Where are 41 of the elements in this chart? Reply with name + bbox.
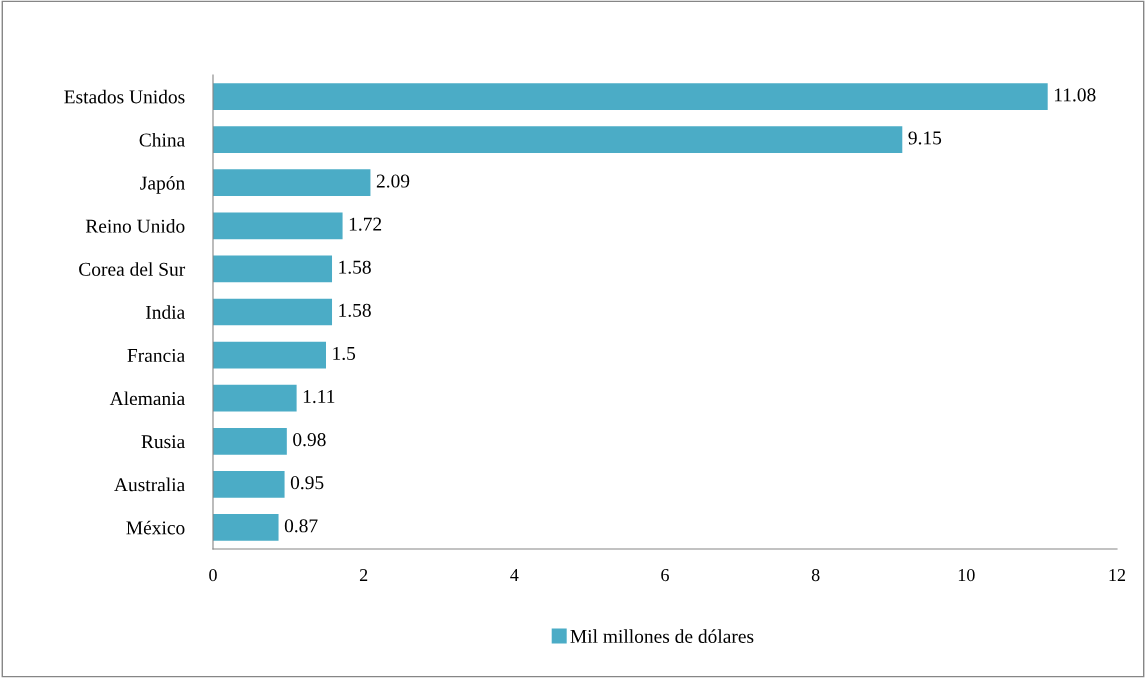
bar xyxy=(213,341,326,369)
y-tick-label: Japón xyxy=(140,175,185,194)
x-tick-label: 12 xyxy=(1109,569,1126,581)
y-tick-label: Australia xyxy=(114,477,185,492)
data-label: 1.72 xyxy=(349,217,382,231)
x-tick-label: 8 xyxy=(811,568,820,582)
data-label: 1.5 xyxy=(333,346,356,361)
bar xyxy=(213,83,1048,110)
bar xyxy=(213,298,333,326)
bar xyxy=(213,384,297,412)
data-label: 0.95 xyxy=(290,476,324,490)
x-tick-label: 4 xyxy=(510,569,519,581)
data-label: 0.87 xyxy=(284,519,318,533)
bar xyxy=(213,255,333,283)
data-label: 11.08 xyxy=(1054,88,1096,102)
legend-label: Mil millones de dólares xyxy=(570,629,754,643)
bar xyxy=(213,169,371,197)
bar xyxy=(213,126,903,153)
x-tick-label: 6 xyxy=(661,569,669,582)
y-tick-label: Francia xyxy=(127,348,185,363)
bar xyxy=(213,471,285,498)
y-tick-label: Estados Unidos xyxy=(64,89,185,104)
data-label: 9.15 xyxy=(908,131,942,145)
y-tick-label: Alemania xyxy=(109,391,185,406)
bar xyxy=(213,427,287,455)
y-tick-label: Corea del Sur xyxy=(79,262,186,276)
y-tick-label: Reino Unido xyxy=(85,219,185,233)
x-tick-label: 10 xyxy=(958,568,975,582)
bar xyxy=(213,514,279,541)
bar xyxy=(213,212,343,240)
data-label: 1.11 xyxy=(303,390,335,404)
y-tick-label: Rusia xyxy=(141,435,185,449)
data-label: 2.09 xyxy=(376,174,410,188)
data-label: 1.58 xyxy=(339,260,371,274)
y-tick-label: México xyxy=(126,520,185,535)
y-tick-label: India xyxy=(145,305,185,319)
x-tick-label: 2 xyxy=(359,569,368,581)
data-label: 0.98 xyxy=(293,433,326,447)
y-tick-label: China xyxy=(139,132,185,147)
x-tick-label: 0 xyxy=(209,568,217,582)
data-label: 1.58 xyxy=(339,303,371,317)
